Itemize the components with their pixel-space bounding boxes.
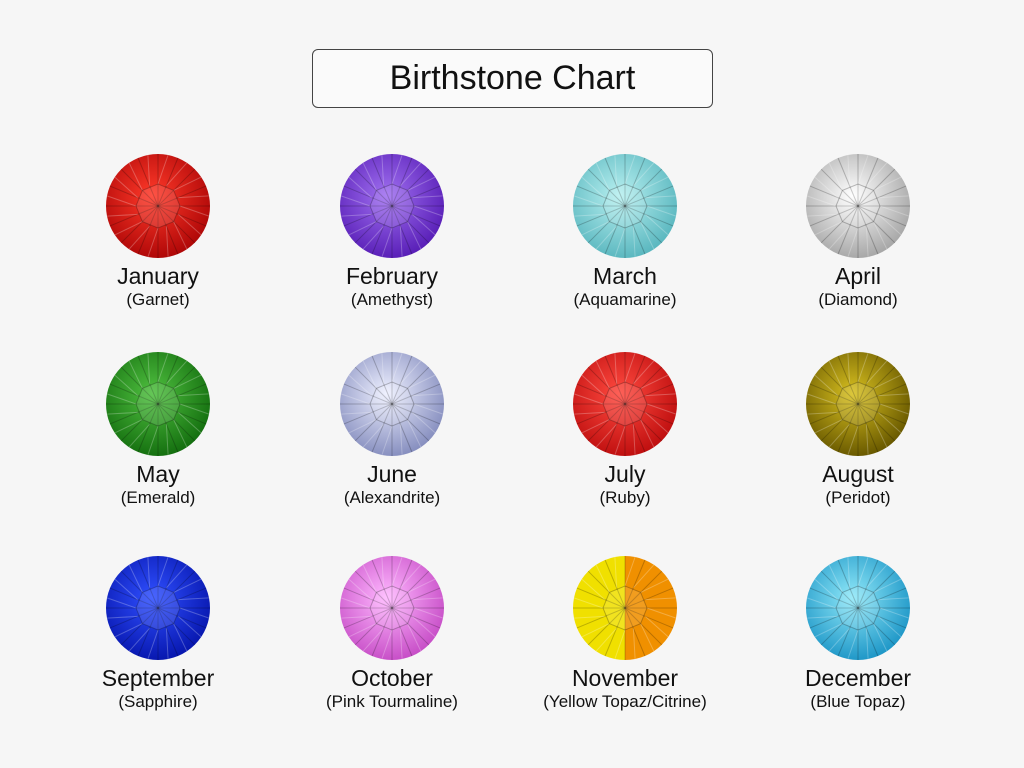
- stone-name: (Diamond): [818, 290, 898, 309]
- month-label: March: [593, 263, 657, 289]
- gem-icon: [106, 556, 210, 660]
- birthstone-june: June (Alexandrite): [282, 351, 502, 509]
- gem-icon: [806, 352, 910, 456]
- month-label: February: [345, 263, 439, 289]
- stone-name: (Alexandrite): [343, 488, 441, 507]
- birthstone-november: November (Yellow Topaz/Citrine): [515, 555, 735, 713]
- month-label: October: [351, 665, 433, 691]
- birthstone-september: September (Sapphire): [48, 555, 268, 713]
- birthstone-december: December (Blue Topaz): [748, 555, 968, 713]
- month-label: August: [822, 461, 894, 487]
- gem-icon: [806, 556, 910, 660]
- birthstone-january: January (Garnet): [48, 153, 268, 311]
- birthstone-april: April (Diamond): [748, 153, 968, 311]
- gem-icon: [340, 154, 444, 258]
- month-label: December: [804, 665, 912, 691]
- stone-name: (Peridot): [825, 488, 891, 507]
- month-label: November: [571, 665, 679, 691]
- gem-icon: [106, 352, 210, 456]
- stone-name: (Sapphire): [118, 692, 198, 711]
- birthstone-august: August (Peridot): [748, 351, 968, 509]
- gem-icon: [573, 352, 677, 456]
- birthstone-july: July (Ruby): [515, 351, 735, 509]
- month-label: June: [367, 461, 417, 487]
- month-label: September: [101, 665, 215, 691]
- birthstone-may: May (Emerald): [48, 351, 268, 509]
- stone-name: (Blue Topaz): [810, 692, 906, 711]
- stone-name: (Garnet): [126, 290, 190, 309]
- stone-name: (Aquamarine): [573, 290, 677, 309]
- stone-name: (Pink Tourmaline): [326, 692, 458, 711]
- stone-name: (Emerald): [120, 488, 196, 507]
- gem-icon: [573, 556, 677, 660]
- stone-name: (Amethyst): [350, 290, 434, 309]
- gem-icon: [573, 154, 677, 258]
- chart-title: Birthstone Chart: [312, 49, 713, 108]
- gem-icon: [340, 352, 444, 456]
- gem-icon: [106, 154, 210, 258]
- gem-icon: [340, 556, 444, 660]
- birthstone-march: March (Aquamarine): [515, 153, 735, 311]
- month-label: July: [604, 461, 646, 487]
- stone-name: (Yellow Topaz/Citrine): [543, 692, 707, 711]
- month-label: January: [117, 263, 199, 289]
- birthstone-february: February (Amethyst): [282, 153, 502, 311]
- month-label: May: [136, 461, 180, 487]
- stone-name: (Ruby): [599, 488, 651, 507]
- month-label: April: [834, 263, 881, 289]
- birthstone-october: October (Pink Tourmaline): [282, 555, 502, 713]
- gem-icon: [806, 154, 910, 258]
